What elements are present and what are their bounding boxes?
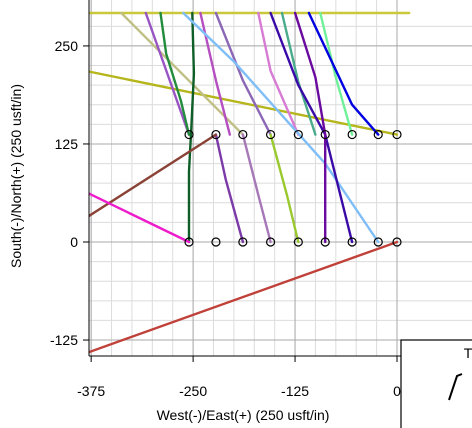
series-line <box>159 11 191 136</box>
y-tick-label: 0 <box>70 234 78 250</box>
series-line <box>257 11 300 136</box>
series-line <box>89 70 399 136</box>
well-marker <box>392 129 402 140</box>
y-tick-label: 125 <box>55 136 79 152</box>
x-axis-title: West(-)/East(+) (250 usft/in) <box>157 407 330 423</box>
marker-layer <box>184 129 402 247</box>
well-marker <box>373 129 383 140</box>
well-marker <box>320 237 330 247</box>
well-marker <box>347 129 357 140</box>
series-line <box>293 11 327 244</box>
series-line <box>307 11 380 136</box>
x-tick-labels: -375 -250 -125 0 <box>77 383 401 399</box>
well-marker <box>184 237 194 247</box>
series-layer <box>89 11 411 354</box>
series-line <box>89 240 399 354</box>
y-tick-label: 250 <box>55 38 79 54</box>
well-marker <box>265 237 276 247</box>
well-marker <box>184 129 194 140</box>
series-line <box>120 11 245 136</box>
series-line <box>280 11 317 136</box>
legend-frame <box>400 339 472 428</box>
x-tick-label: 0 <box>393 383 401 399</box>
series-line <box>214 133 245 244</box>
series-line <box>89 192 191 244</box>
legend-box-label: T <box>464 345 472 361</box>
series-line <box>144 11 191 136</box>
well-marker <box>320 129 330 140</box>
x-tick-label: -250 <box>179 383 207 399</box>
well-marker <box>238 237 248 247</box>
well-marker <box>211 237 221 247</box>
series-line <box>182 11 380 244</box>
series-line <box>187 11 196 244</box>
series-line <box>269 133 300 244</box>
well-marker <box>293 237 303 247</box>
series-line <box>319 11 354 136</box>
series-line <box>214 11 272 136</box>
y-axis-title: South(-)/North(+) (250 usft/in) <box>8 84 24 268</box>
well-marker <box>373 237 383 247</box>
y-tick-label: -125 <box>50 332 78 348</box>
well-marker <box>347 237 357 247</box>
well-marker <box>392 237 402 247</box>
series-line <box>269 11 354 244</box>
series-line <box>89 133 218 218</box>
north-arrow-icon <box>448 373 463 401</box>
well-marker <box>238 129 248 140</box>
well-marker <box>265 129 276 140</box>
y-tick-labels: 250 125 0 -125 <box>50 38 78 348</box>
series-line <box>199 11 232 136</box>
legend-box: T <box>400 339 472 428</box>
well-marker <box>211 129 221 140</box>
x-tick-label: -375 <box>77 383 105 399</box>
x-tick-label: -125 <box>281 383 309 399</box>
series-line <box>241 133 272 244</box>
well-marker <box>293 129 303 140</box>
